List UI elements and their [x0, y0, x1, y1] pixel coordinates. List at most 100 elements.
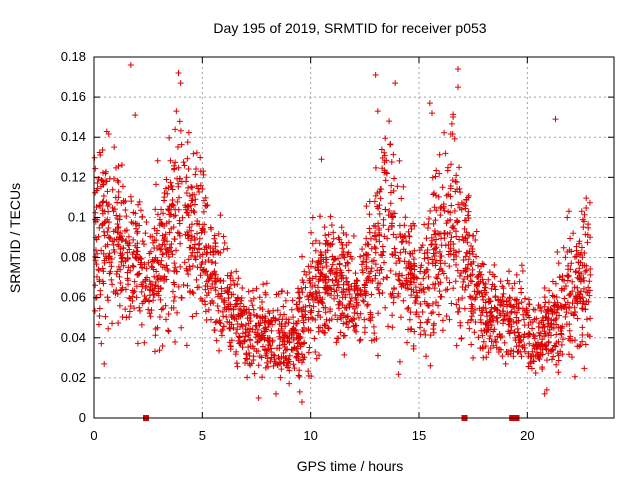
data-point	[450, 285, 457, 292]
data-point	[430, 329, 437, 336]
data-point	[213, 318, 220, 325]
data-point	[241, 337, 248, 344]
data-point	[513, 314, 520, 321]
data-point	[385, 212, 392, 219]
data-point	[224, 245, 231, 252]
data-point	[383, 274, 390, 281]
data-point	[289, 347, 296, 354]
data-point	[396, 257, 403, 264]
data-point	[492, 286, 499, 293]
data-point	[506, 295, 513, 302]
data-point	[101, 259, 108, 266]
data-point	[201, 298, 208, 305]
data-point	[245, 344, 252, 351]
data-point	[390, 187, 397, 194]
y-tick-label: 0.18	[61, 49, 86, 64]
data-point	[508, 319, 515, 326]
data-point	[161, 222, 168, 229]
data-point	[138, 259, 145, 266]
data-point	[444, 217, 451, 224]
data-point	[557, 324, 564, 331]
data-point	[429, 174, 436, 181]
data-point	[168, 211, 175, 218]
data-point	[536, 332, 543, 339]
data-point	[264, 359, 271, 366]
data-point	[332, 269, 339, 276]
data-point	[383, 170, 390, 177]
data-point	[184, 155, 191, 162]
data-point	[491, 273, 498, 280]
data-point	[582, 306, 589, 313]
data-point	[429, 256, 436, 263]
data-point	[425, 220, 432, 227]
data-point	[332, 276, 339, 283]
data-point	[431, 204, 438, 211]
data-point	[571, 253, 578, 260]
data-point	[353, 277, 360, 284]
data-point	[410, 288, 417, 295]
data-point	[255, 348, 262, 355]
data-point	[175, 164, 182, 171]
data-point	[289, 326, 296, 333]
data-point	[261, 319, 268, 326]
data-point	[207, 224, 214, 231]
data-point	[228, 269, 235, 276]
data-point	[180, 281, 187, 288]
data-point	[565, 208, 572, 215]
data-point	[476, 268, 483, 275]
data-point	[428, 241, 435, 248]
data-point	[424, 254, 431, 261]
data-point	[359, 269, 366, 276]
data-point	[380, 276, 387, 283]
data-point	[464, 231, 471, 238]
data-point	[204, 202, 211, 209]
data-point	[570, 230, 577, 237]
data-point	[435, 302, 442, 309]
data-point	[165, 207, 172, 214]
data-point	[176, 118, 183, 125]
data-point	[402, 232, 409, 239]
data-point	[345, 260, 352, 267]
data-point	[132, 225, 139, 232]
data-point	[462, 205, 469, 212]
data-point	[538, 307, 545, 314]
data-point	[457, 319, 464, 326]
data-point	[184, 229, 191, 236]
data-point	[261, 336, 268, 343]
data-point	[500, 308, 507, 315]
data-point	[375, 310, 382, 317]
data-point	[524, 309, 531, 316]
data-point	[543, 357, 550, 364]
data-point	[263, 280, 270, 287]
data-point	[138, 321, 145, 328]
data-point	[389, 324, 396, 331]
data-point	[466, 293, 473, 300]
data-point	[497, 278, 504, 285]
data-point	[139, 283, 146, 290]
data-point	[417, 281, 424, 288]
data-point	[492, 305, 499, 312]
data-point	[280, 334, 287, 341]
data-point	[581, 211, 588, 218]
data-point	[118, 162, 125, 169]
data-point	[106, 259, 113, 266]
data-point	[95, 321, 102, 328]
data-point	[159, 251, 166, 258]
data-point	[119, 254, 126, 261]
data-point	[104, 188, 111, 195]
data-point	[414, 294, 421, 301]
data-point	[419, 242, 426, 249]
data-point	[435, 311, 442, 318]
data-point	[527, 358, 534, 365]
data-point	[242, 360, 249, 367]
data-point	[159, 264, 166, 271]
data-point	[301, 354, 308, 361]
data-point	[343, 320, 350, 327]
data-point	[155, 283, 162, 290]
data-point	[245, 320, 252, 327]
data-point	[114, 177, 121, 184]
data-point	[565, 305, 572, 312]
data-point	[468, 316, 475, 323]
data-point	[551, 342, 558, 349]
data-point	[449, 177, 456, 184]
